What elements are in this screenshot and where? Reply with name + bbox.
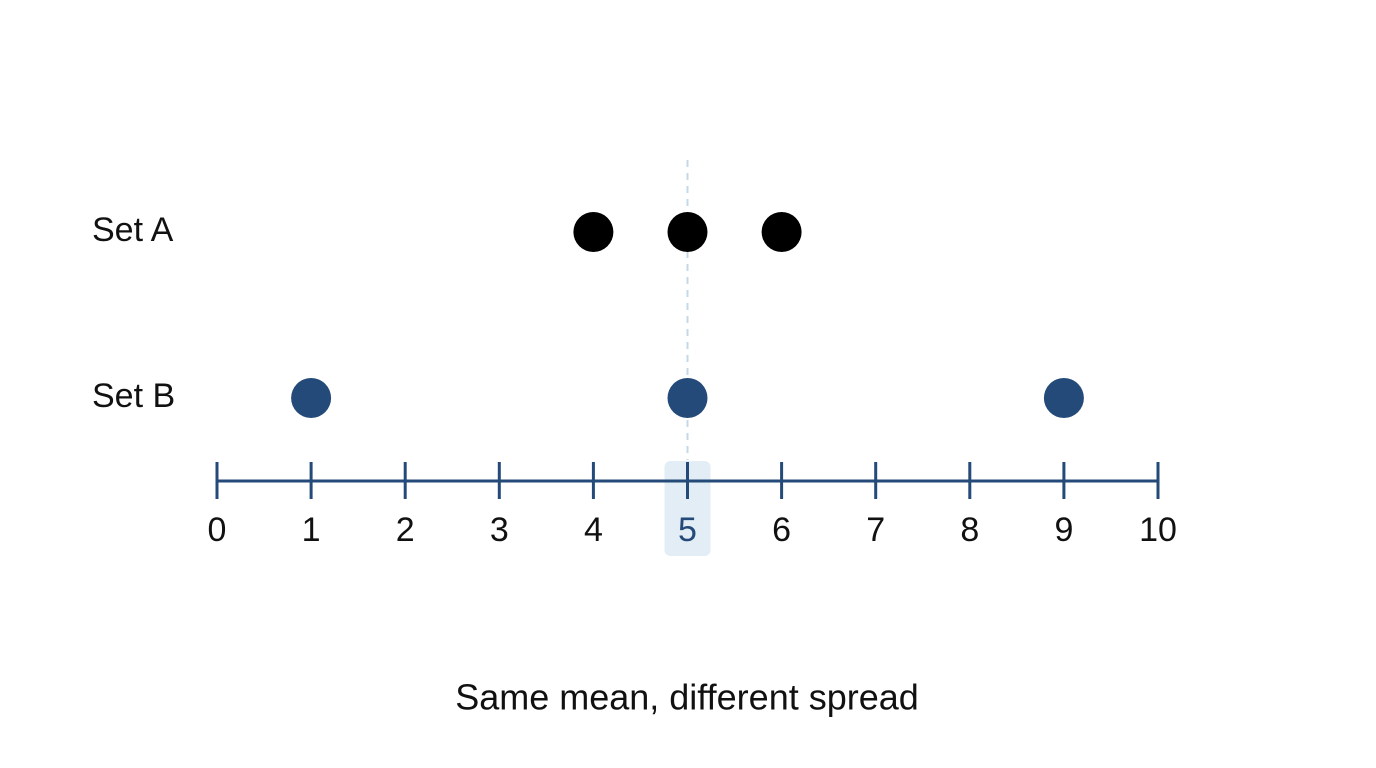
x-tick-label: 10 <box>1139 511 1177 549</box>
x-tick-label: 0 <box>208 511 227 549</box>
x-tick-label: 3 <box>490 511 509 549</box>
x-tick-label: 4 <box>584 511 603 549</box>
x-tick-label: 8 <box>960 511 979 549</box>
dot <box>761 212 802 252</box>
dot <box>573 212 614 252</box>
x-tick-label: 7 <box>866 511 885 549</box>
x-tick-label: 5 <box>678 511 697 549</box>
row-label: Set A <box>92 211 174 249</box>
dot <box>667 212 708 252</box>
highlight <box>664 461 711 556</box>
x-tick-label: 6 <box>772 511 791 549</box>
x-tick-label: 9 <box>1054 511 1073 549</box>
x-tick-label: 1 <box>302 511 321 549</box>
dot <box>1043 378 1084 418</box>
dot <box>667 378 708 418</box>
x-tick-label: 2 <box>396 511 415 549</box>
dot <box>291 378 332 418</box>
chart-caption: Same mean, different spread <box>455 677 919 718</box>
row-label: Set B <box>92 377 175 415</box>
